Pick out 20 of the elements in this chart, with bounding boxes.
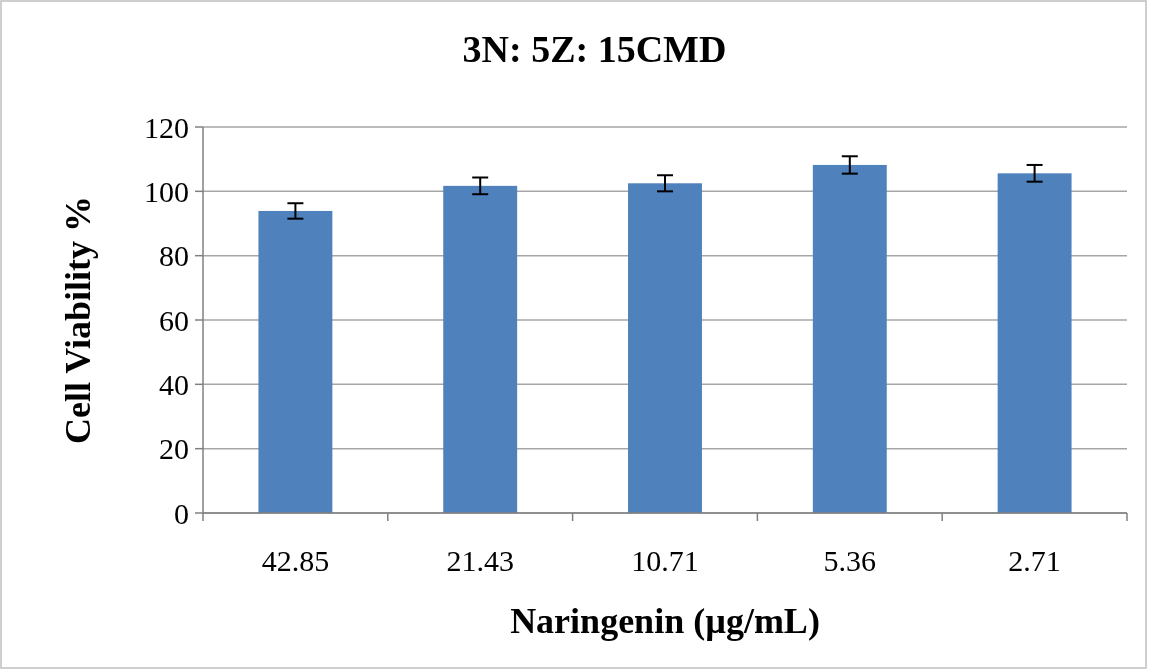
y-tick-label: 0 <box>174 496 189 530</box>
bar <box>258 210 333 513</box>
bar <box>443 185 518 513</box>
x-axis-title: Naringenin (µg/mL) <box>510 601 820 641</box>
x-tick-label: 21.43 <box>446 544 514 577</box>
x-tick-label: 10.71 <box>631 544 699 577</box>
x-tick-label: 2.71 <box>1008 544 1061 577</box>
x-tick-label: 5.36 <box>823 544 877 577</box>
y-tick-label: 80 <box>159 239 189 273</box>
y-tick-label: 20 <box>159 432 189 466</box>
y-tick-label: 120 <box>144 110 189 144</box>
chart-title: 3N: 5Z: 15CMD <box>462 28 727 70</box>
bar <box>997 173 1072 513</box>
y-tick-label: 100 <box>144 174 189 208</box>
y-tick-label: 40 <box>159 367 189 401</box>
bar <box>812 164 887 513</box>
x-tick-label: 42.85 <box>261 544 330 577</box>
bar <box>628 183 702 513</box>
y-tick-label: 60 <box>159 303 189 337</box>
y-axis-title: Cell Viability % <box>58 195 98 445</box>
